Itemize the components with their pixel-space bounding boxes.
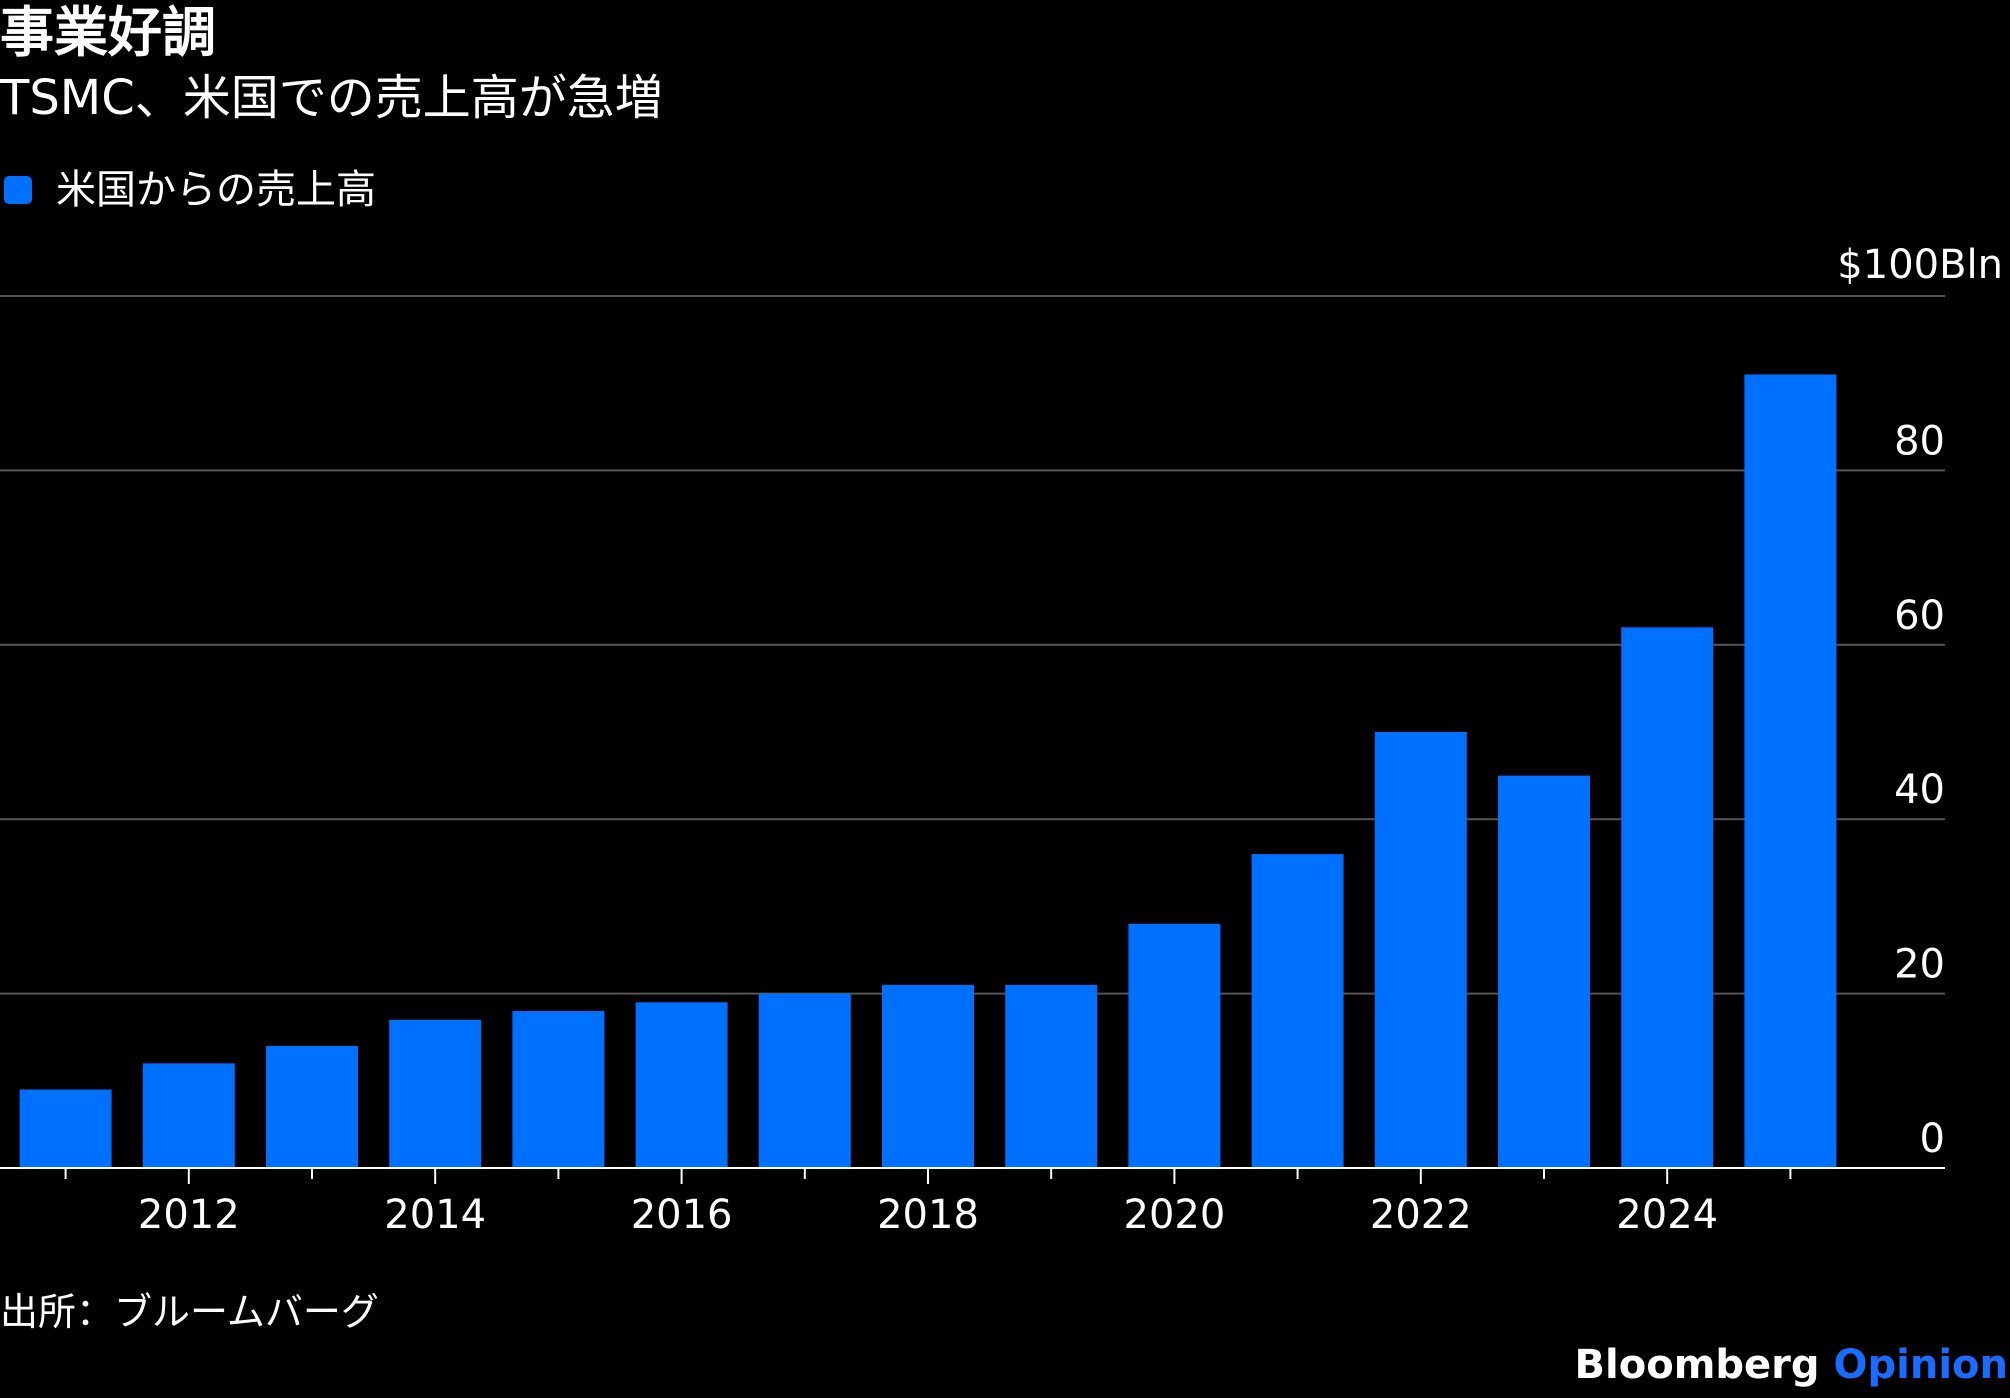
bar-2019 (1005, 984, 1098, 1168)
y-tick-label-100: $100Bln (1837, 242, 2003, 288)
bar-2015 (512, 1011, 605, 1168)
x-tick-label-2014: 2014 (384, 1192, 486, 1238)
legend-label: 米国からの売上高 (56, 167, 376, 213)
bar-2025 (1744, 374, 1837, 1169)
y-tick-label-20: 20 (1894, 942, 1945, 988)
branding-main: Bloomberg (1574, 1342, 1820, 1388)
x-tick-label-2022: 2022 (1370, 1192, 1472, 1238)
bar-2017 (758, 993, 851, 1168)
x-tick-label-2018: 2018 (877, 1192, 979, 1238)
y-tick-label-80: 80 (1894, 418, 1945, 464)
branding-logo: Bloomberg Opinion (1575, 1340, 2008, 1390)
chart-subtitle: TSMC、米国での売上高が急増 (0, 70, 663, 126)
bar-2011 (19, 1089, 112, 1168)
x-tick-label-2012: 2012 (138, 1192, 240, 1238)
x-tick-label-2020: 2020 (1124, 1192, 1226, 1238)
legend-swatch (4, 176, 32, 204)
x-axis (0, 1167, 1945, 1184)
bar-2018 (882, 984, 974, 1168)
bar-2016 (635, 1002, 728, 1168)
bars (19, 374, 1837, 1169)
chart-title: 事業好調 (0, 1, 216, 64)
y-tick-label-40: 40 (1894, 767, 1945, 813)
source-note: 出所：ブルームバーグ (0, 1290, 379, 1334)
bar-2014 (389, 1019, 482, 1168)
y-axis-tick-labels: 0 20 40 60 80 $100Bln (1837, 242, 2003, 1162)
x-tick-label-2024: 2024 (1616, 1192, 1718, 1238)
bar-2021 (1251, 854, 1344, 1168)
legend: 米国からの売上高 (0, 165, 376, 215)
bar-2022 (1374, 732, 1467, 1168)
branding-accent: Opinion (1833, 1342, 2009, 1388)
y-tick-label-0: 0 (1920, 1116, 1945, 1162)
y-tick-label-60: 60 (1894, 593, 1945, 639)
x-tick-label-2016: 2016 (631, 1192, 733, 1238)
bar-2020 (1128, 923, 1221, 1168)
bar-2012 (142, 1063, 235, 1168)
bar-2013 (266, 1045, 358, 1168)
bar-2024 (1621, 627, 1714, 1168)
bar-2023 (1498, 775, 1590, 1168)
x-axis-tick-labels: 2012 2014 2016 2018 2020 2022 2024 (138, 1192, 1718, 1238)
